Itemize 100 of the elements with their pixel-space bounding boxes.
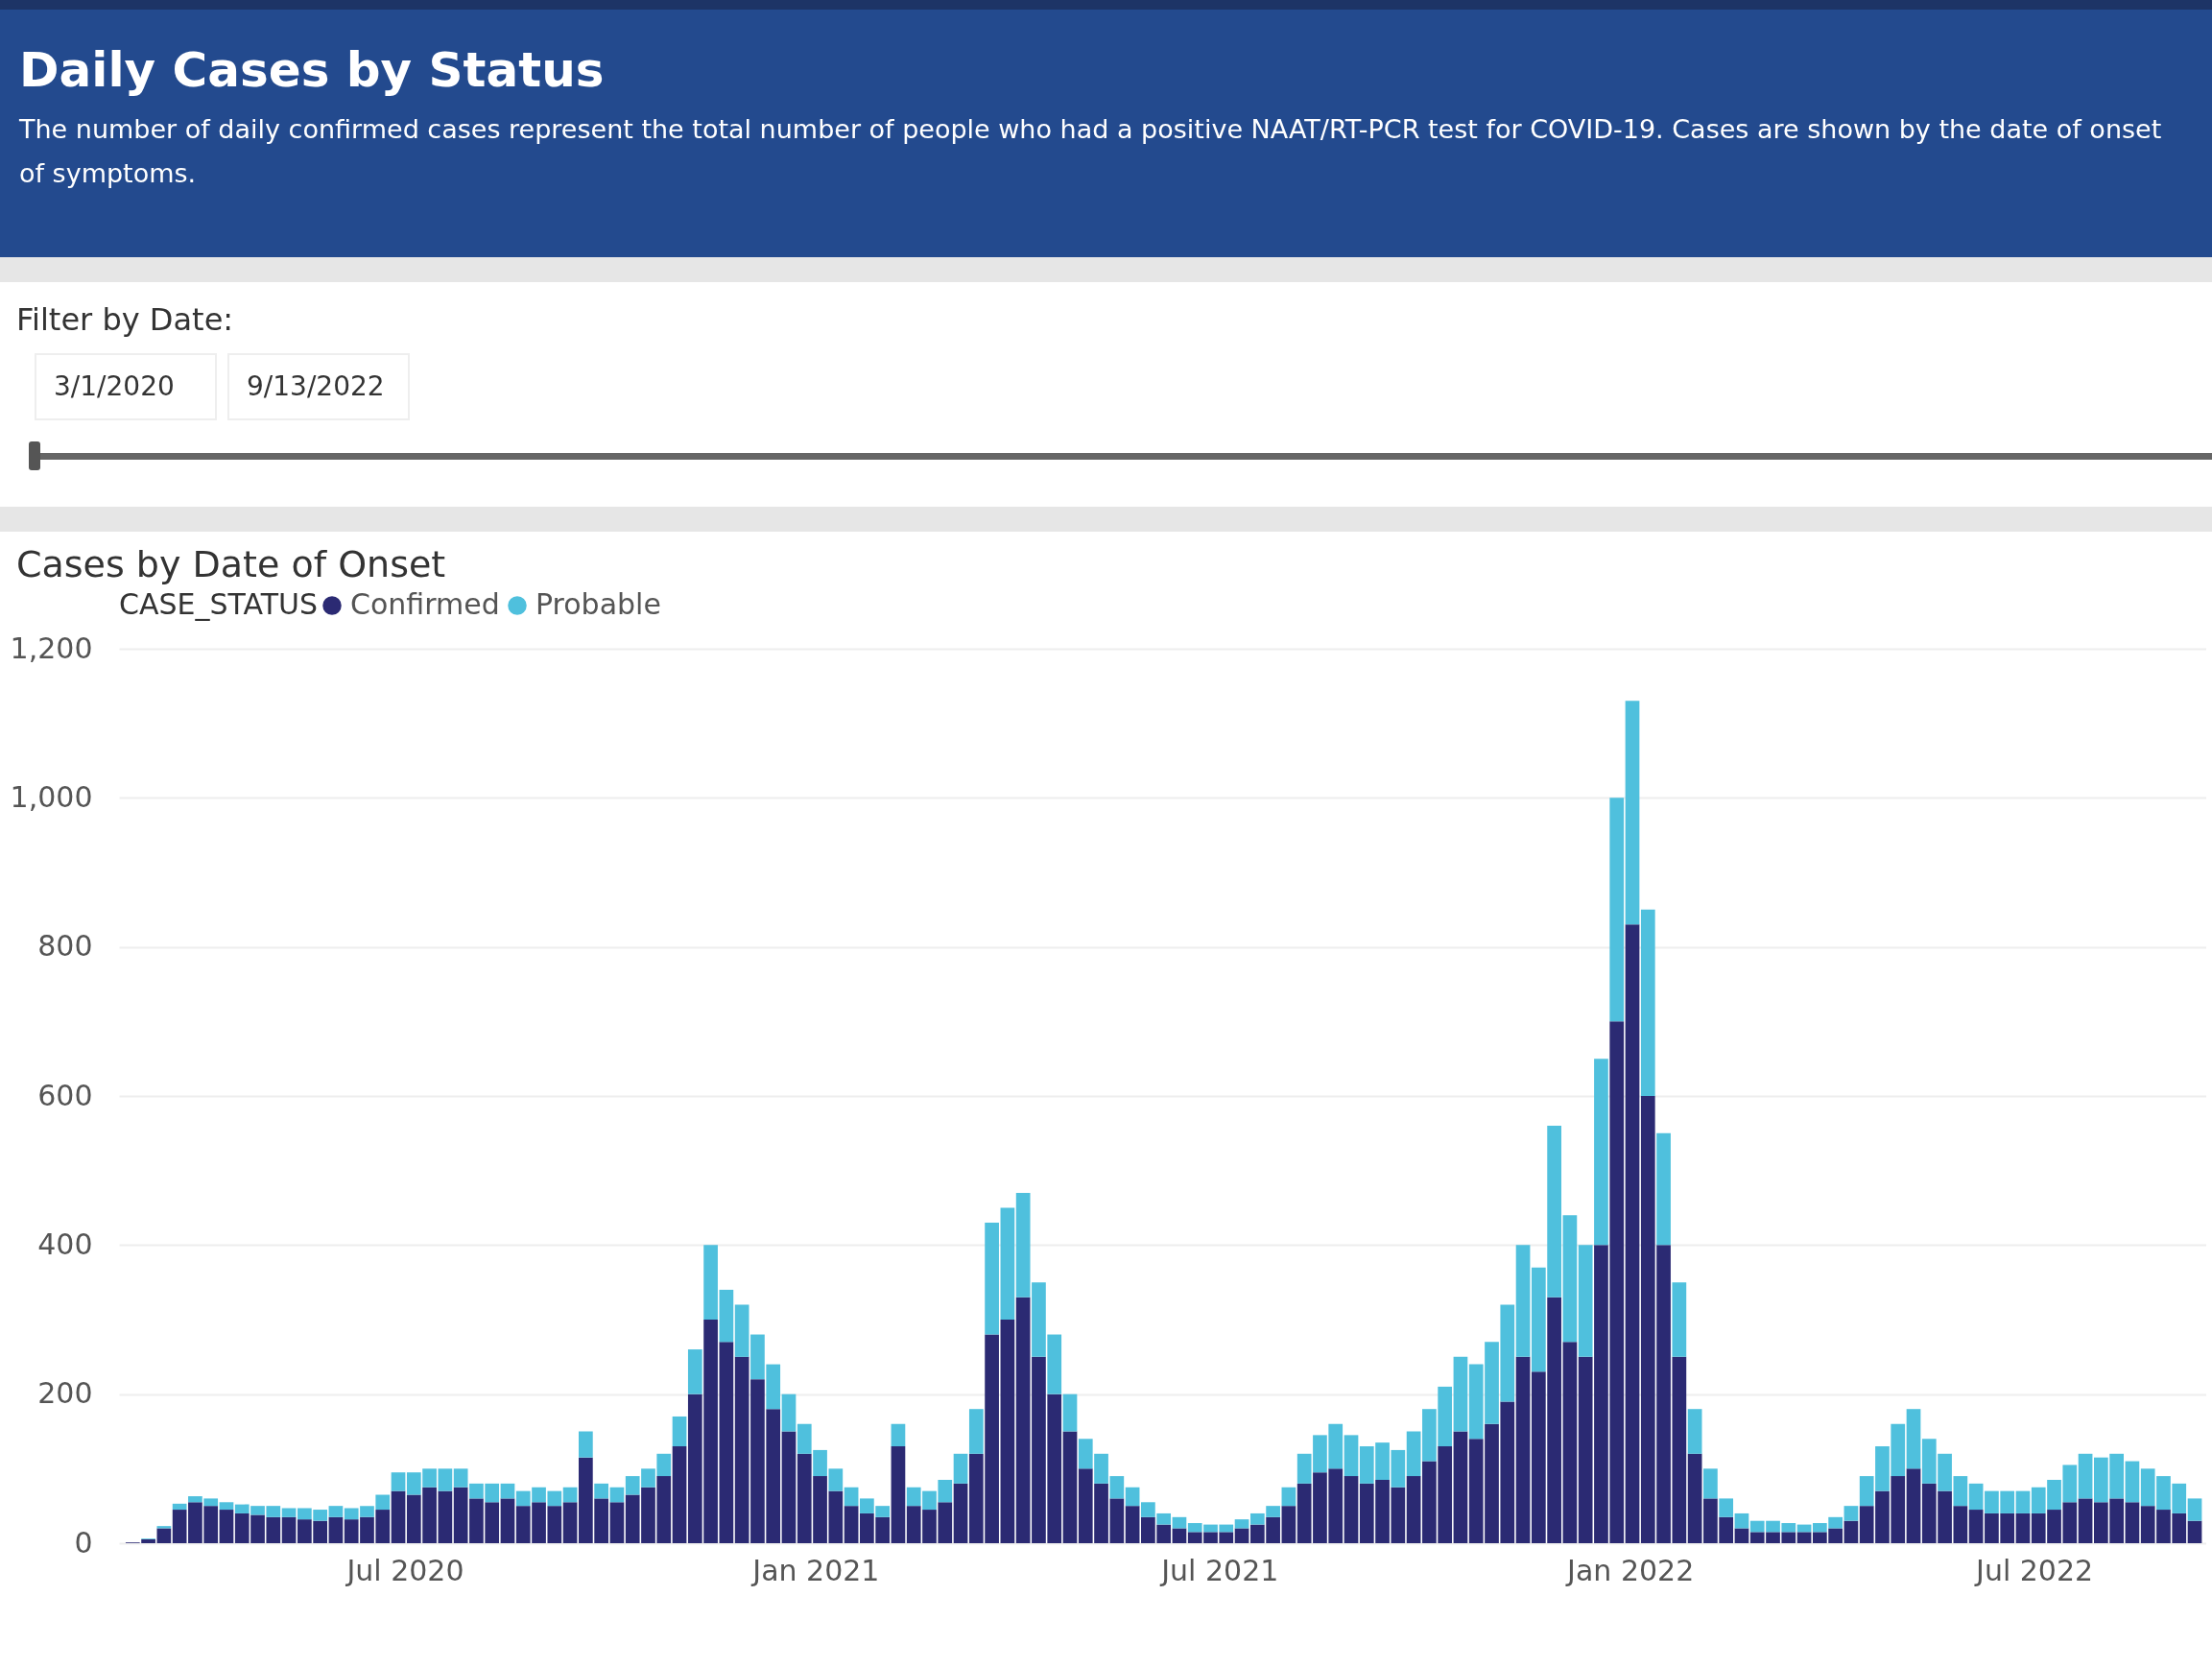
bar bbox=[172, 1503, 187, 1511]
bar bbox=[1453, 1356, 1468, 1432]
y-tick-label: 1,200 bbox=[10, 631, 93, 665]
bar bbox=[1843, 1520, 1859, 1543]
bar bbox=[609, 1502, 625, 1543]
bar bbox=[1515, 1245, 1531, 1357]
bar bbox=[562, 1502, 578, 1543]
bar bbox=[1344, 1476, 1359, 1543]
bar bbox=[1000, 1320, 1015, 1543]
bar bbox=[281, 1516, 297, 1543]
bar bbox=[1453, 1431, 1468, 1543]
bar bbox=[844, 1506, 859, 1543]
bar bbox=[781, 1431, 797, 1543]
bar bbox=[1734, 1528, 1749, 1543]
bar bbox=[328, 1516, 344, 1543]
bar bbox=[1000, 1207, 1015, 1320]
bar bbox=[1062, 1431, 1078, 1543]
text: 3/1/2020 bbox=[35, 353, 217, 420]
bar bbox=[1796, 1532, 1812, 1543]
bar bbox=[1594, 1059, 1608, 1246]
text: 9/13/2022 bbox=[227, 353, 410, 420]
bar bbox=[968, 1409, 984, 1454]
bar bbox=[1406, 1431, 1421, 1477]
legend-label: Confirmed bbox=[350, 587, 500, 621]
bar bbox=[1687, 1453, 1702, 1543]
bar bbox=[219, 1510, 234, 1543]
bar bbox=[2078, 1498, 2093, 1543]
bar bbox=[1281, 1506, 1296, 1543]
bar bbox=[1125, 1487, 1140, 1507]
bar bbox=[1640, 909, 1655, 1096]
y-tick-label: 800 bbox=[37, 929, 93, 964]
bar bbox=[594, 1483, 609, 1499]
text: Filter by Date: bbox=[16, 301, 234, 338]
bar bbox=[703, 1245, 718, 1320]
bar bbox=[1719, 1498, 1734, 1517]
bar bbox=[781, 1393, 797, 1432]
bar bbox=[1625, 924, 1640, 1543]
x-tick-label: Jan 2021 bbox=[750, 1553, 880, 1587]
bar bbox=[2125, 1502, 2140, 1543]
bar bbox=[1687, 1409, 1702, 1454]
chart-subtitle: The number of daily confirmed cases represent the total number of people who had a positive NAAT/RT-PCR test for COVID-19. Cases are shown by the date of onset of symptoms. bbox=[19, 113, 2163, 190]
bar bbox=[672, 1446, 687, 1543]
bar bbox=[719, 1289, 734, 1343]
bar bbox=[1172, 1528, 1187, 1543]
bar bbox=[1562, 1215, 1578, 1343]
bar bbox=[2015, 1512, 2031, 1543]
bar bbox=[562, 1487, 578, 1503]
bar bbox=[2125, 1461, 2140, 1503]
bar bbox=[1344, 1435, 1359, 1477]
bar bbox=[1234, 1528, 1249, 1543]
bar bbox=[1906, 1409, 1921, 1469]
legend-title: CASE_STATUS bbox=[119, 587, 319, 621]
bar bbox=[391, 1472, 406, 1491]
y-tick-label: 200 bbox=[37, 1376, 93, 1411]
bar bbox=[1609, 798, 1625, 1022]
y-tick-label: 400 bbox=[37, 1226, 93, 1261]
bar bbox=[844, 1487, 859, 1507]
legend-label: Probable bbox=[535, 587, 661, 621]
bar bbox=[1968, 1483, 1984, 1511]
bar bbox=[2015, 1490, 2031, 1513]
bar bbox=[1172, 1516, 1187, 1529]
bar bbox=[953, 1453, 968, 1484]
y-tick-label: 1,000 bbox=[10, 779, 93, 814]
bar bbox=[985, 1223, 999, 1335]
bar bbox=[1843, 1506, 1859, 1521]
bar bbox=[500, 1483, 515, 1499]
bar bbox=[281, 1508, 297, 1517]
bar bbox=[1062, 1393, 1078, 1432]
bar bbox=[1968, 1510, 1984, 1543]
x-tick-label: Jan 2022 bbox=[1565, 1553, 1695, 1587]
bar bbox=[891, 1446, 906, 1543]
bar bbox=[672, 1416, 687, 1447]
bar bbox=[2187, 1520, 2202, 1543]
bar bbox=[2187, 1498, 2202, 1521]
bar bbox=[687, 1349, 702, 1394]
bar bbox=[438, 1490, 453, 1543]
bar bbox=[1234, 1519, 1249, 1529]
y-tick-label: 0 bbox=[74, 1525, 93, 1560]
bar bbox=[2078, 1453, 2093, 1499]
bar bbox=[1515, 1356, 1531, 1543]
bar bbox=[219, 1502, 234, 1511]
bar bbox=[1906, 1468, 1921, 1543]
bar bbox=[579, 1431, 593, 1458]
bar bbox=[1703, 1468, 1718, 1499]
bar bbox=[438, 1468, 453, 1491]
text: Cases by Date of Onset bbox=[16, 543, 446, 585]
bar bbox=[172, 1510, 187, 1543]
y-tick-label: 600 bbox=[37, 1078, 93, 1112]
x-tick-label: Jul 2022 bbox=[1974, 1553, 2094, 1587]
bar bbox=[1281, 1487, 1296, 1507]
bar bbox=[953, 1483, 968, 1543]
bar bbox=[719, 1342, 734, 1543]
bar bbox=[391, 1490, 406, 1543]
bar bbox=[1672, 1282, 1687, 1357]
chart-title: Daily Cases by Status bbox=[19, 42, 606, 98]
bar bbox=[609, 1487, 625, 1503]
bar bbox=[1656, 1132, 1671, 1246]
bar bbox=[500, 1498, 515, 1543]
bar bbox=[1562, 1342, 1578, 1543]
bar bbox=[1734, 1512, 1749, 1529]
